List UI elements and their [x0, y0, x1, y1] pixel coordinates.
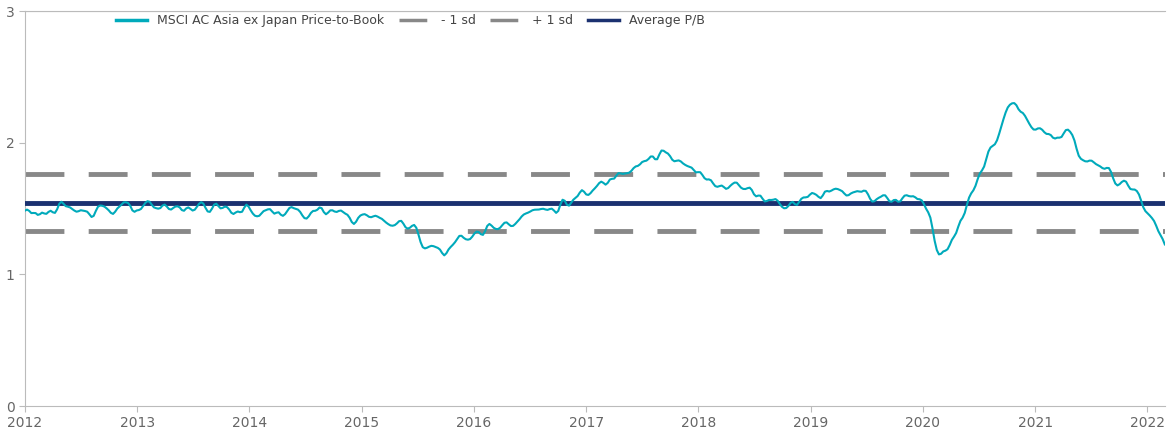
Legend: MSCI AC Asia ex Japan Price-to-Book, - 1 sd, + 1 sd, Average P/B: MSCI AC Asia ex Japan Price-to-Book, - 1… [110, 10, 710, 32]
